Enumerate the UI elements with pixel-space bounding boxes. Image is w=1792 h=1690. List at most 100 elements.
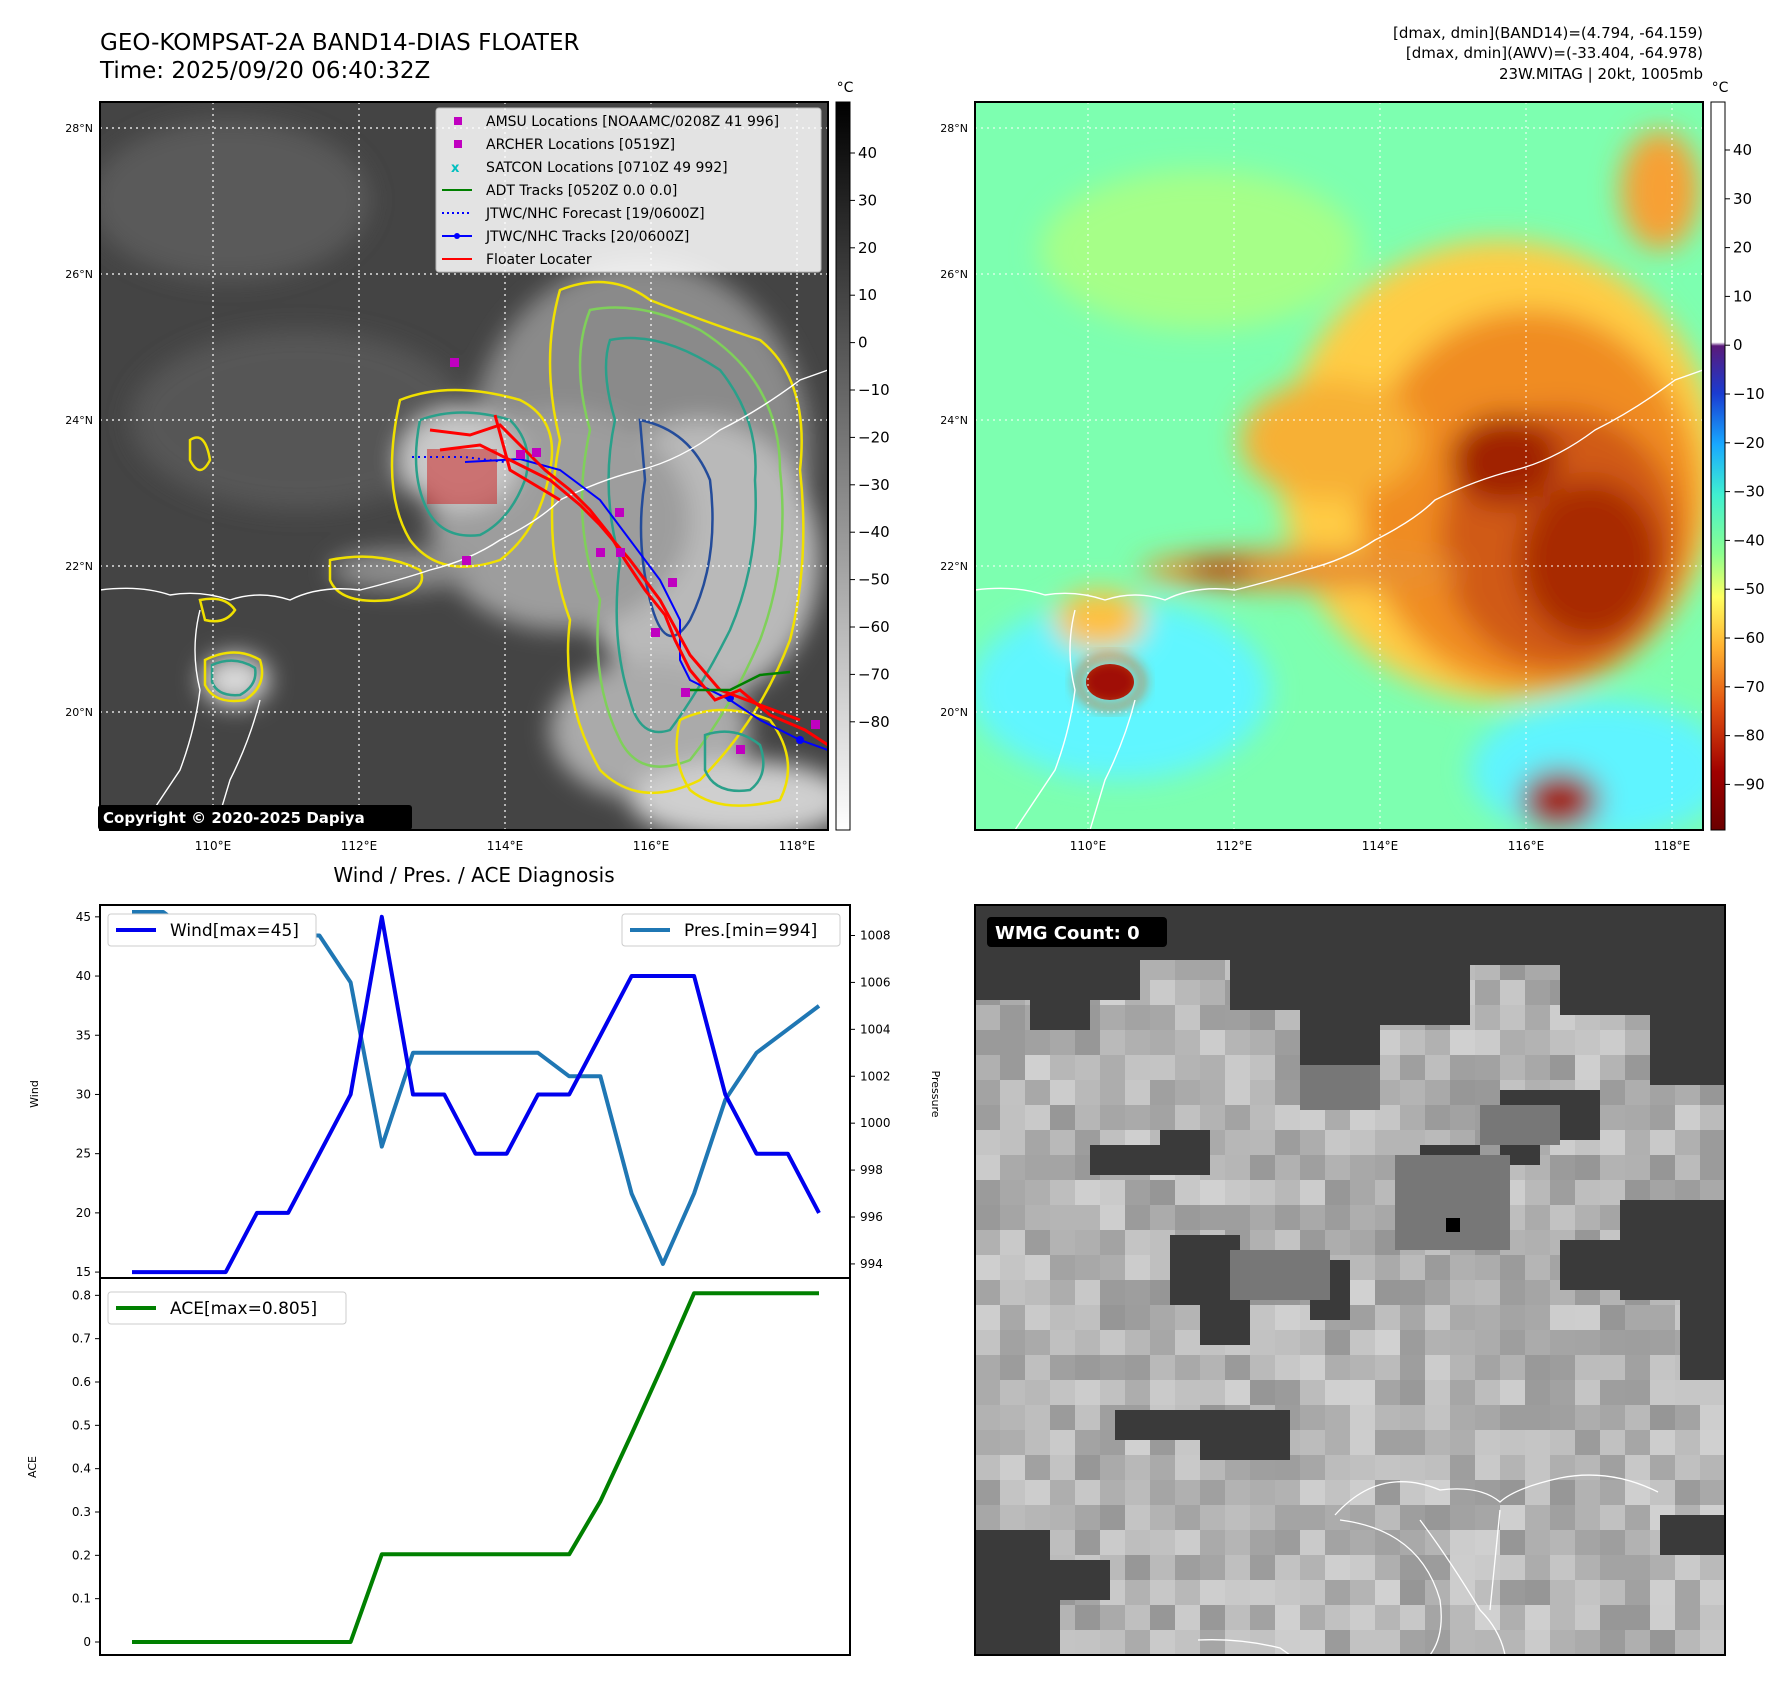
wmg-cell bbox=[1250, 1205, 1275, 1230]
wmg-cell bbox=[1650, 1605, 1675, 1630]
ir-map-panel: x AMSU Locations [NOAAMC/0208Z 41 996] A… bbox=[65, 80, 889, 853]
wmg-cell bbox=[1200, 1505, 1225, 1530]
info-storm: 23W.MITAG | 20kt, 1005mb bbox=[1499, 65, 1703, 83]
wmg-cell bbox=[1225, 1130, 1250, 1155]
awv-map-panel: 28°N 26°N 24°N 22°N 20°N 110°E 112°E 114… bbox=[940, 80, 1764, 853]
wmg-cell bbox=[1425, 1305, 1450, 1330]
wmg-cell bbox=[1525, 1430, 1550, 1455]
wmg-cell bbox=[1250, 1080, 1275, 1105]
amsu-archer-markers bbox=[450, 358, 820, 754]
wmg-cell bbox=[1275, 1205, 1300, 1230]
wmg-cell bbox=[1500, 1605, 1525, 1630]
wmg-cell bbox=[1600, 1605, 1625, 1630]
wmg-cell bbox=[1125, 1380, 1150, 1405]
ir-lon-labels: 110°E 112°E 114°E 116°E 118°E bbox=[195, 839, 816, 853]
awv-lat-label: 20°N bbox=[940, 706, 968, 719]
ir-colorbar-ticks: 40 30 20 10 0 −10 −20 −30 −40 −50 −60 −70 −80 bbox=[850, 144, 890, 731]
wmg-cell bbox=[1275, 1180, 1300, 1205]
wmg-cell bbox=[1150, 1630, 1175, 1655]
wmg-cell bbox=[1125, 1580, 1150, 1605]
wmg-cell bbox=[1700, 1480, 1725, 1505]
wmg-cell bbox=[1575, 1055, 1600, 1080]
wmg-cell bbox=[1275, 1055, 1300, 1080]
chart-ticks: 15 20 25 30 35 40 45 994 996 998 1000 1002 1004 1006 1… bbox=[72, 910, 891, 1649]
wmg-cell bbox=[1175, 1505, 1200, 1530]
wmg-cell bbox=[1475, 1430, 1500, 1455]
wmg-cell bbox=[1625, 1105, 1650, 1130]
wmg-cell bbox=[1500, 1430, 1525, 1455]
wmg-cell bbox=[1400, 1355, 1425, 1380]
ir-colorbar-tick-label: 20 bbox=[858, 239, 877, 257]
wmg-cell bbox=[1650, 1580, 1675, 1605]
wind-axis-label: Wind bbox=[28, 1080, 41, 1108]
wmg-cell bbox=[1175, 1080, 1200, 1105]
awv-coastline bbox=[975, 369, 1703, 830]
wmg-cell bbox=[1275, 1105, 1300, 1130]
wmg-cell bbox=[1575, 1380, 1600, 1405]
wmg-cell bbox=[1450, 1380, 1475, 1405]
awv-lat-labels: 28°N 26°N 24°N 22°N 20°N bbox=[940, 122, 968, 719]
wmg-cell bbox=[1375, 1130, 1400, 1155]
wmg-cell bbox=[1275, 1530, 1300, 1555]
wmg-cell bbox=[1050, 1155, 1075, 1180]
ir-colorbar-tick-label: −30 bbox=[858, 476, 890, 494]
wmg-cell bbox=[1500, 1530, 1525, 1555]
main-time: Time: 2025/09/20 06:40:32Z bbox=[99, 58, 430, 84]
wmg-cell bbox=[1675, 1155, 1700, 1180]
wmg-cell bbox=[1150, 1205, 1175, 1230]
wmg-cell bbox=[1650, 1430, 1675, 1455]
awv-colorbar-tick-label: 20 bbox=[1733, 239, 1752, 257]
wmg-dark-regions bbox=[975, 905, 1725, 1655]
main-title: GEO-KOMPSAT-2A BAND14-DIAS FLOATER bbox=[100, 30, 580, 56]
wmg-cell bbox=[1025, 1355, 1050, 1380]
wmg-cell bbox=[1000, 1155, 1025, 1180]
wmg-cell bbox=[975, 1305, 1000, 1330]
wmg-cell bbox=[1125, 1230, 1150, 1255]
wmg-cell bbox=[1100, 1505, 1125, 1530]
wmg-cell bbox=[1100, 1055, 1125, 1080]
wmg-cell bbox=[1125, 1330, 1150, 1355]
wind-tick-label: 30 bbox=[76, 1087, 91, 1101]
wmg-cell bbox=[1175, 1105, 1200, 1130]
awv-lat-label: 26°N bbox=[940, 268, 968, 281]
wmg-cell bbox=[1150, 1180, 1175, 1205]
wmg-cell bbox=[1350, 1280, 1375, 1305]
wmg-cell bbox=[1150, 1530, 1175, 1555]
wmg-cell bbox=[1225, 1505, 1250, 1530]
wmg-cell bbox=[1700, 1105, 1725, 1130]
wmg-cell bbox=[1125, 1480, 1150, 1505]
wmg-cell bbox=[1525, 1405, 1550, 1430]
ace-tick-label: 0.2 bbox=[72, 1548, 91, 1562]
ir-lat-labels: 28°N 26°N 24°N 22°N 20°N bbox=[65, 122, 93, 719]
wmg-cell bbox=[1075, 1430, 1100, 1455]
wmg-cell bbox=[1625, 1405, 1650, 1430]
wind-tick-label: 20 bbox=[76, 1206, 91, 1220]
wmg-cell bbox=[1050, 1405, 1075, 1430]
wmg-cell bbox=[1175, 1305, 1200, 1330]
wmg-cell bbox=[1025, 1205, 1050, 1230]
wmg-cell bbox=[1000, 1030, 1025, 1055]
wmg-cell bbox=[1575, 1355, 1600, 1380]
wmg-cell bbox=[1625, 1630, 1650, 1655]
wmg-cell bbox=[1700, 1580, 1725, 1605]
wmg-cell bbox=[1175, 1530, 1200, 1555]
wmg-cell bbox=[1575, 1455, 1600, 1480]
wmg-cell bbox=[1200, 1580, 1225, 1605]
wmg-cell bbox=[1400, 1080, 1425, 1105]
wmg-cell bbox=[1525, 1305, 1550, 1330]
wmg-cell bbox=[1025, 1505, 1050, 1530]
wmg-cell bbox=[1450, 1505, 1475, 1530]
wmg-cell bbox=[1325, 1505, 1350, 1530]
wmg-cell bbox=[975, 1430, 1000, 1455]
wmg-cell bbox=[1500, 1255, 1525, 1280]
wmg-cell bbox=[1600, 1555, 1625, 1580]
wmg-cell bbox=[1175, 1580, 1200, 1605]
wmg-cell bbox=[1225, 1205, 1250, 1230]
ir-colorbar-tick-label: −20 bbox=[858, 428, 890, 446]
awv-colorbar bbox=[1710, 101, 1726, 831]
wmg-cell bbox=[1050, 1455, 1075, 1480]
wmg-cell bbox=[1575, 1205, 1600, 1230]
ir-colorbar-tick-label: −60 bbox=[858, 618, 890, 636]
ir-lat-label: 24°N bbox=[65, 414, 93, 427]
wmg-cell bbox=[1275, 1630, 1300, 1655]
